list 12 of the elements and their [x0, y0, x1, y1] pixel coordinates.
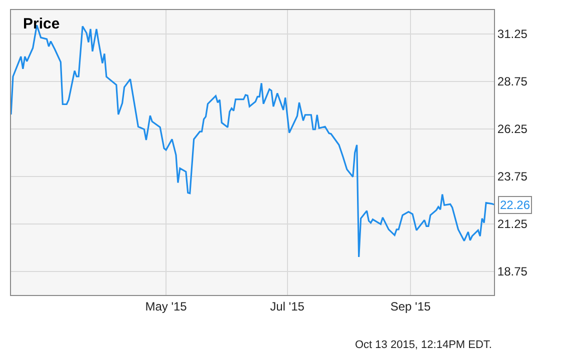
x-tick-label: Sep '15 — [390, 299, 432, 314]
y-tick-label: 21.25 — [497, 216, 528, 231]
y-tick-label: 18.75 — [497, 264, 528, 278]
y-tick-label: 26.25 — [497, 122, 528, 136]
chart-title: Price — [23, 16, 60, 33]
y-tick-label: 23.75 — [497, 169, 528, 184]
x-tick-label: May '15 — [145, 299, 188, 314]
annotation: 22.26 — [500, 198, 530, 212]
y-tick-label: 28.75 — [497, 74, 528, 88]
x-tick-label: Jul '15 — [270, 299, 305, 314]
y-tick-label: 31.25 — [497, 26, 528, 41]
text: Oct 13 2015, 12:14PM EDT. — [355, 339, 492, 351]
